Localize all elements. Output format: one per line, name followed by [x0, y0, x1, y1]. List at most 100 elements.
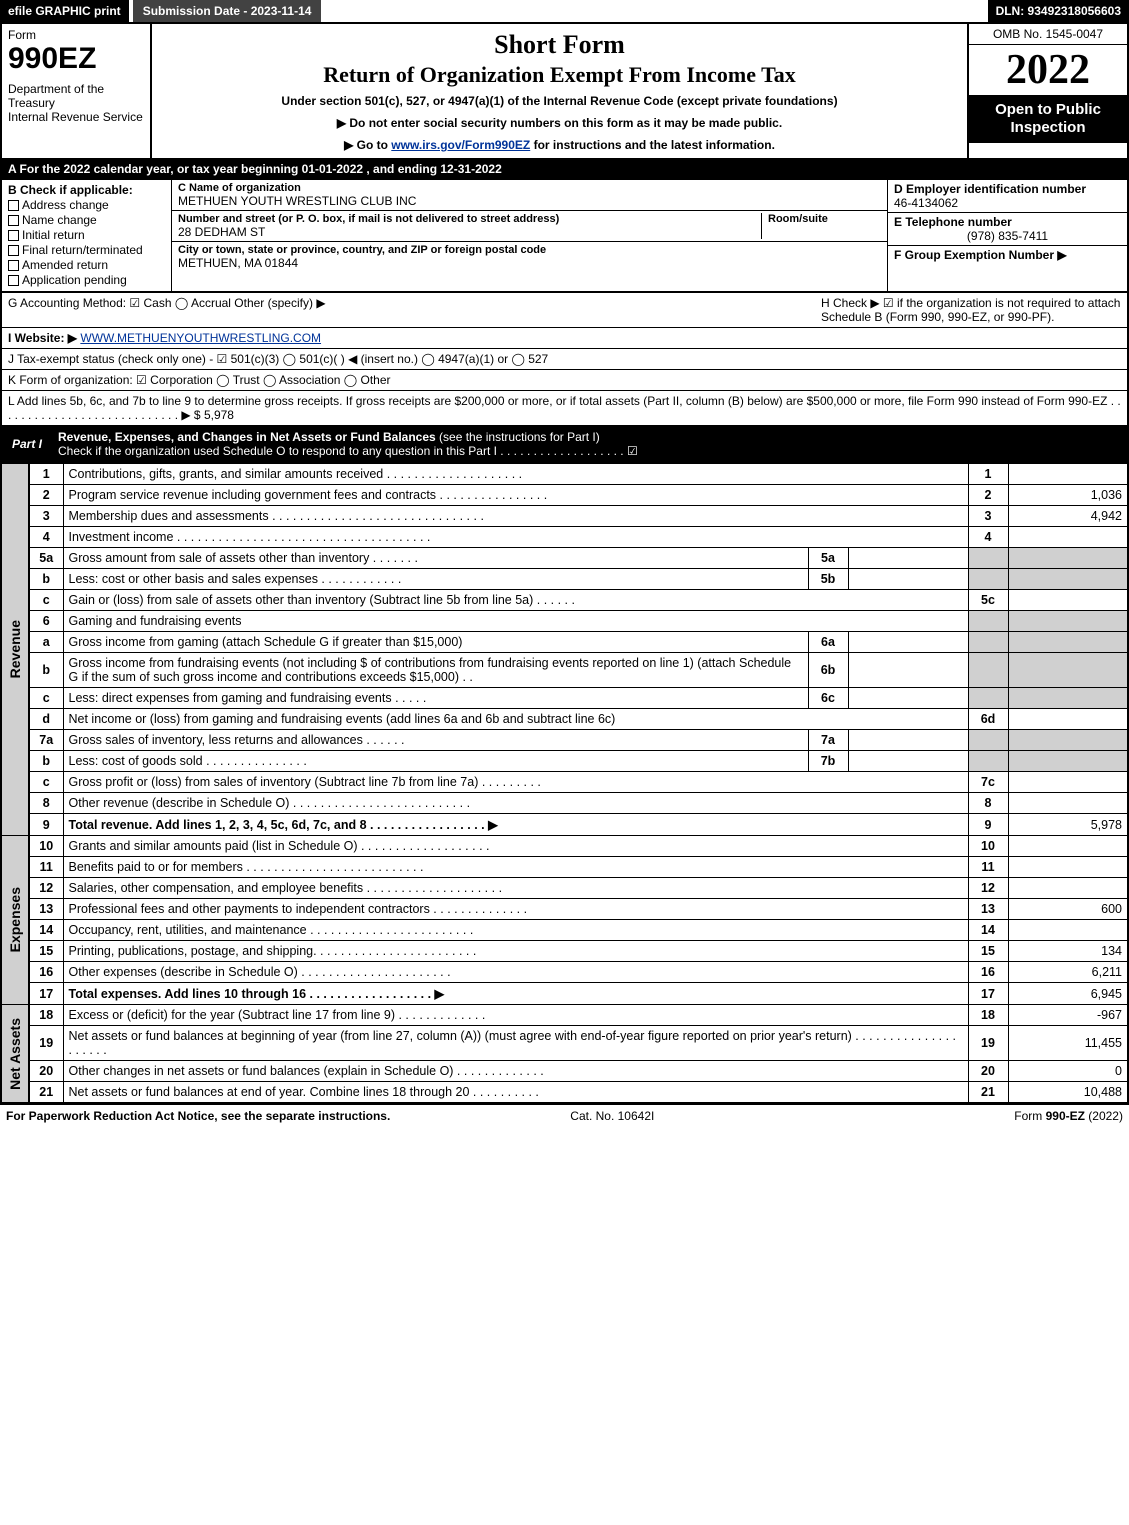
cb-amended-return[interactable]: Amended return — [8, 258, 165, 272]
l16-val: 6,211 — [1008, 962, 1128, 983]
part1-sub: (see the instructions for Part I) — [439, 430, 600, 444]
l15-num: 15 — [29, 941, 63, 962]
l5b-sv — [848, 569, 968, 590]
address-block: B Check if applicable: Address change Na… — [0, 180, 1129, 293]
footer-right: Form 990-EZ (2022) — [1014, 1109, 1123, 1123]
l6a-sc: 6a — [808, 632, 848, 653]
l15-col: 15 — [968, 941, 1008, 962]
cb-initial-return[interactable]: Initial return — [8, 228, 165, 242]
l5a-sc: 5a — [808, 548, 848, 569]
l14-text: Occupancy, rent, utilities, and maintena… — [63, 920, 968, 941]
part1-title-row: Revenue, Expenses, and Changes in Net As… — [52, 427, 1127, 461]
col-d-ein-tel: D Employer identification number 46-4134… — [887, 180, 1127, 291]
cb-name-change[interactable]: Name change — [8, 213, 165, 227]
l5b-num: b — [29, 569, 63, 590]
l9-val: 5,978 — [1008, 814, 1128, 836]
l6c-sv — [848, 688, 968, 709]
l18-val: -967 — [1008, 1005, 1128, 1026]
l4-col: 4 — [968, 527, 1008, 548]
main-title: Return of Organization Exempt From Incom… — [162, 62, 957, 88]
l3-col: 3 — [968, 506, 1008, 527]
cb-final-return[interactable]: Final return/terminated — [8, 243, 165, 257]
row-a-text: A For the 2022 calendar year, or tax yea… — [8, 162, 502, 176]
l20-text: Other changes in net assets or fund bala… — [63, 1061, 968, 1082]
org-name: METHUEN YOUTH WRESTLING CLUB INC — [178, 194, 881, 208]
l7c-val — [1008, 772, 1128, 793]
l11-val — [1008, 857, 1128, 878]
org-city: METHUEN, MA 01844 — [178, 256, 881, 270]
form-number: 990EZ — [8, 42, 144, 76]
ssn-warning: ▶ Do not enter social security numbers o… — [162, 116, 957, 130]
tax-year: 2022 — [969, 45, 1127, 95]
l6c-text: Less: direct expenses from gaming and fu… — [63, 688, 808, 709]
cb-address-change[interactable]: Address change — [8, 198, 165, 212]
part1-header: Part I Revenue, Expenses, and Changes in… — [0, 427, 1129, 463]
row-g-h: G Accounting Method: ☑ Cash ◯ Accrual Ot… — [2, 293, 1127, 328]
l8-col: 8 — [968, 793, 1008, 814]
l17-text: Total expenses. Add lines 10 through 16 … — [63, 983, 968, 1005]
cb-application-pending[interactable]: Application pending — [8, 273, 165, 287]
row-i: I Website: ▶ WWW.METHUENYOUTHWRESTLING.C… — [2, 328, 1127, 349]
ein-value: 46-4134062 — [894, 196, 1121, 210]
l10-val — [1008, 836, 1128, 857]
l7b-sc: 7b — [808, 751, 848, 772]
row-i-pre: I Website: ▶ — [8, 331, 77, 345]
org-name-row: C Name of organization METHUEN YOUTH WRE… — [172, 180, 887, 211]
l21-val: 10,488 — [1008, 1082, 1128, 1104]
l6a-sv — [848, 632, 968, 653]
l16-text: Other expenses (describe in Schedule O) … — [63, 962, 968, 983]
l5c-num: c — [29, 590, 63, 611]
l8-num: 8 — [29, 793, 63, 814]
l16-num: 16 — [29, 962, 63, 983]
l6b-num: b — [29, 653, 63, 688]
l4-val — [1008, 527, 1128, 548]
l5a-sv — [848, 548, 968, 569]
l6-val — [1008, 611, 1128, 632]
l6b-sc: 6b — [808, 653, 848, 688]
l6b-text: Gross income from fundraising events (no… — [63, 653, 808, 688]
l15-text: Printing, publications, postage, and shi… — [63, 941, 968, 962]
l1-col: 1 — [968, 464, 1008, 485]
l6b-sv — [848, 653, 968, 688]
part1-table: Revenue 1 Contributions, gifts, grants, … — [0, 463, 1129, 1104]
org-name-hdr: C Name of organization — [178, 182, 881, 194]
org-city-row: City or town, state or province, country… — [172, 242, 887, 272]
col-c-org-info: C Name of organization METHUEN YOUTH WRE… — [172, 180, 887, 291]
irs-link[interactable]: www.irs.gov/Form990EZ — [391, 138, 530, 152]
l3-val: 4,942 — [1008, 506, 1128, 527]
l2-text: Program service revenue including govern… — [63, 485, 968, 506]
l7b-num: b — [29, 751, 63, 772]
l6d-val — [1008, 709, 1128, 730]
l3-num: 3 — [29, 506, 63, 527]
instructions-link-row: ▶ Go to www.irs.gov/Form990EZ for instru… — [162, 138, 957, 152]
l18-col: 18 — [968, 1005, 1008, 1026]
l6c-sc: 6c — [808, 688, 848, 709]
top-bar: efile GRAPHIC print Submission Date - 20… — [0, 0, 1129, 24]
part1-title: Revenue, Expenses, and Changes in Net As… — [58, 430, 436, 444]
l2-num: 2 — [29, 485, 63, 506]
l17-val: 6,945 — [1008, 983, 1128, 1005]
l13-col: 13 — [968, 899, 1008, 920]
l6b-col — [968, 653, 1008, 688]
efile-label: efile GRAPHIC print — [0, 0, 129, 22]
group-exemption-row: F Group Exemption Number ▶ — [888, 246, 1127, 264]
omb-number: OMB No. 1545-0047 — [969, 24, 1127, 45]
tel-value: (978) 835-7411 — [894, 229, 1121, 243]
row-h: H Check ▶ ☑ if the organization is not r… — [821, 296, 1121, 324]
header-middle: Short Form Return of Organization Exempt… — [152, 24, 967, 158]
room-hdr: Room/suite — [768, 213, 881, 225]
l12-col: 12 — [968, 878, 1008, 899]
website-link[interactable]: WWW.METHUENYOUTHWRESTLING.COM — [80, 331, 321, 345]
l7c-text: Gross profit or (loss) from sales of inv… — [63, 772, 968, 793]
l5c-val — [1008, 590, 1128, 611]
l19-val: 11,455 — [1008, 1026, 1128, 1061]
l6a-col — [968, 632, 1008, 653]
l10-col: 10 — [968, 836, 1008, 857]
footer-left: For Paperwork Reduction Act Notice, see … — [6, 1109, 390, 1123]
addr-hdr: Number and street (or P. O. box, if mail… — [178, 213, 761, 225]
l14-col: 14 — [968, 920, 1008, 941]
dln-label: DLN: 93492318056603 — [988, 0, 1129, 22]
l5a-text: Gross amount from sale of assets other t… — [63, 548, 808, 569]
l18-text: Excess or (deficit) for the year (Subtra… — [63, 1005, 968, 1026]
l8-text: Other revenue (describe in Schedule O) .… — [63, 793, 968, 814]
